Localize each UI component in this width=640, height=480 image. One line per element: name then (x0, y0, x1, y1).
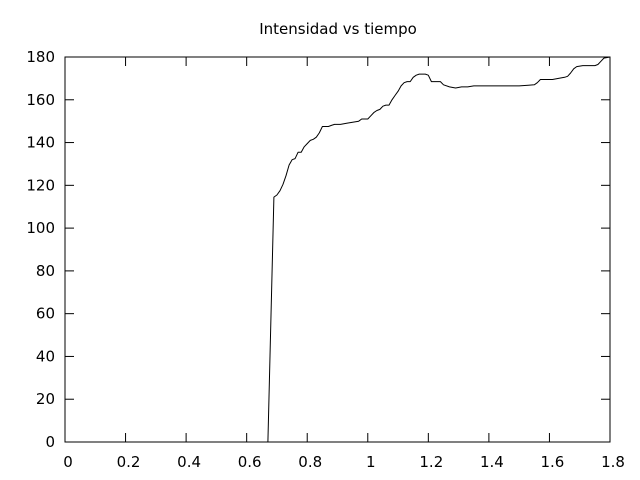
y-tick-label: 160 (26, 91, 55, 109)
y-tick-label: 60 (36, 305, 55, 323)
x-tick-label: 1.2 (419, 453, 443, 471)
tick-layer (64, 56, 611, 443)
x-tick-label: 0.2 (117, 453, 141, 471)
y-tick-label: 0 (45, 433, 55, 451)
chart-title: Intensidad vs tiempo (259, 20, 417, 38)
x-tick-label: 1 (366, 453, 376, 471)
plot-frame (64, 56, 611, 443)
y-tick-label: 180 (26, 48, 55, 66)
y-tick-label: 120 (26, 176, 55, 194)
y-tick-label: 20 (36, 390, 55, 408)
x-tick-label: 0.8 (298, 453, 322, 471)
x-tick-label: 0.6 (238, 453, 262, 471)
tick-label-layer: 0 0.2 0.4 0.6 0.8 1 1.2 1.4 1.6 1.8 0 20 40 60 80 100 12… (26, 48, 625, 471)
y-tick-label: 80 (36, 262, 55, 280)
series-line (267, 56, 611, 443)
x-tick-label: 1.6 (541, 453, 565, 471)
y-tick-label: 100 (26, 219, 55, 237)
x-tick-label: 0 (63, 453, 73, 471)
y-tick-label: 140 (26, 134, 55, 152)
y-tick-label: 40 (36, 347, 55, 365)
series-layer (267, 56, 611, 443)
x-tick-label: 1.4 (480, 453, 504, 471)
x-tick-label: 1.8 (601, 453, 625, 471)
x-tick-label: 0.4 (177, 453, 201, 471)
